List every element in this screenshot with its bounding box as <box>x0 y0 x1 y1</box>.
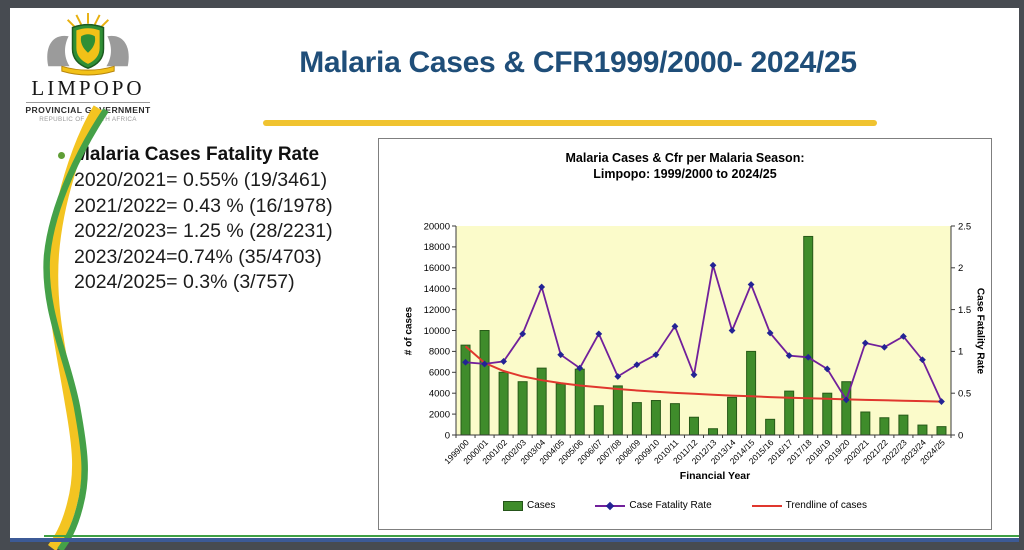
bullet-icon <box>58 152 65 159</box>
svg-text:10000: 10000 <box>424 326 450 337</box>
y-axis-label-left: # of cases <box>403 306 415 356</box>
malaria-chart: Malaria Cases & Cfr per Malaria Season: … <box>378 138 992 530</box>
legend-cfr-diamond-icon <box>606 501 615 510</box>
svg-text:16000: 16000 <box>424 263 450 274</box>
svg-text:0: 0 <box>445 430 450 441</box>
cfr-stats-list: 2020/2021= 0.55% (19/3461) 2021/2022= 0.… <box>74 168 388 296</box>
svg-text:2.5: 2.5 <box>958 221 971 232</box>
cfr-stats-heading: Malaria Cases Fatality Rate <box>74 144 320 165</box>
svg-text:6000: 6000 <box>429 368 450 379</box>
slide: LIMPOPO PROVINCIAL GOVERNMENT REPUBLIC O… <box>10 8 1019 550</box>
title-underline <box>263 120 877 126</box>
coat-of-arms-icon <box>47 12 129 76</box>
bottom-blue-bar <box>10 538 1019 542</box>
legend-cfr-label: Case Fatality Rate <box>629 500 712 511</box>
legend-trendline-swatch <box>751 504 782 507</box>
bottom-green-line <box>44 535 1019 537</box>
svg-text:4000: 4000 <box>429 389 450 400</box>
svg-text:0.5: 0.5 <box>958 389 971 400</box>
svg-text:0: 0 <box>958 430 963 441</box>
svg-text:2: 2 <box>958 263 963 274</box>
cfr-stat-line: 2023/2024=0.74% (35/4703) <box>74 245 322 268</box>
legend-item-cases: Cases <box>503 500 555 511</box>
svg-text:2000: 2000 <box>429 409 450 420</box>
chart-title-line2: Limpopo: 1999/2000 to 2024/25 <box>593 167 777 181</box>
cfr-stat-line: 2024/2025= 0.3% (3/757) <box>74 271 295 293</box>
svg-text:1: 1 <box>958 347 963 358</box>
cfr-stat-line: 2020/2021= 0.55% (19/3461) <box>74 169 328 191</box>
logo-divider <box>26 102 150 103</box>
legend-cases-label: Cases <box>527 500 556 511</box>
page-title: Malaria Cases & CFR1999/2000- 2024/25 <box>299 46 857 79</box>
cfr-stat-line: 2022/2023= 1.25 % (28/2231) <box>74 220 333 242</box>
logo-wordmark: LIMPOPO <box>31 76 145 100</box>
chart-title-line1: Malaria Cases & Cfr per Malaria Season: <box>565 151 805 165</box>
cfr-stat-line: 2021/2022= 0.43 % (16/1978) <box>74 194 333 217</box>
limpopo-logo: LIMPOPO PROVINCIAL GOVERNMENT REPUBLIC O… <box>20 10 156 123</box>
chart-legend: Cases Case Fatality Rate Trendline of ca… <box>379 500 991 511</box>
y-axis-label-right: Case Fatality Rate <box>974 287 986 375</box>
logo-subtitle-2: REPUBLIC OF SOUTH AFRICA <box>39 116 137 123</box>
logo-subtitle-1: PROVINCIAL GOVERNMENT <box>25 105 151 115</box>
x-axis-label: Financial Year <box>679 470 751 482</box>
svg-text:8000: 8000 <box>429 347 450 358</box>
svg-text:18000: 18000 <box>424 242 450 253</box>
cfr-stats-block: Malaria Cases Fatality Rate 2020/2021= 0… <box>58 144 388 296</box>
svg-text:14000: 14000 <box>424 284 450 295</box>
svg-text:1.5: 1.5 <box>958 305 971 316</box>
svg-text:12000: 12000 <box>424 305 450 316</box>
right-supporter <box>106 35 129 67</box>
legend-cfr-swatch <box>595 501 626 510</box>
legend-item-trendline: Trendline of cases <box>751 500 867 511</box>
legend-cases-swatch <box>503 500 524 511</box>
legend-item-cfr: Case Fatality Rate <box>595 500 712 511</box>
chart-plot-area: 0 2000 4000 6000 8000 10000 12000 14000 16000 180… <box>424 221 972 466</box>
left-supporter <box>47 35 70 67</box>
svg-text:20000: 20000 <box>424 221 450 232</box>
legend-trendline-label: Trendline of cases <box>785 500 867 511</box>
